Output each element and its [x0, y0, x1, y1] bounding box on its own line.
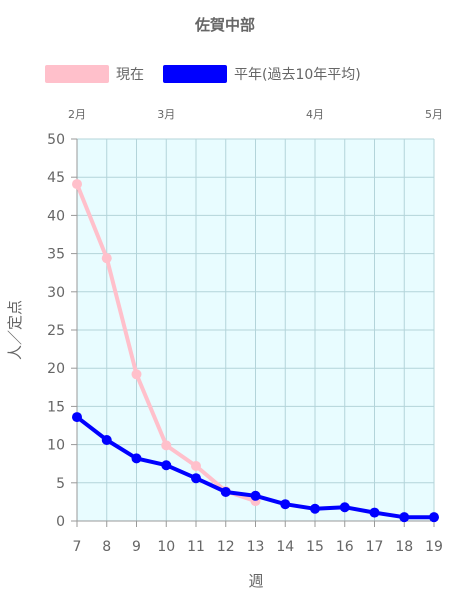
data-point-current-week-9[interactable]: [131, 369, 142, 380]
x-tick-label-18: 18: [395, 539, 413, 555]
y-tick-label-25: 25: [47, 323, 65, 339]
legend-swatch-current: [45, 65, 109, 83]
data-point-average-week-9[interactable]: [131, 453, 142, 464]
series-average: [72, 412, 439, 523]
x-tick-label-7: 7: [73, 539, 82, 555]
legend-label-average: 平年(過去10年平均): [234, 67, 361, 83]
data-point-average-week-8[interactable]: [101, 435, 112, 446]
y-tick-label-30: 30: [47, 285, 65, 301]
x-tick-label-13: 13: [247, 539, 265, 555]
data-point-average-week-16[interactable]: [339, 502, 350, 513]
y-axis: 0 5 10 15 20 25 30 35 40 45 50: [47, 132, 78, 530]
y-tick-label-5: 5: [56, 476, 65, 492]
y-tick-label-50: 50: [47, 132, 65, 148]
series-layer: [72, 179, 439, 523]
month-axis: 2月 3月 4月 5月: [68, 108, 443, 121]
x-tick-label-17: 17: [366, 539, 384, 555]
y-tick-label-35: 35: [47, 247, 65, 263]
y-axis-label: 人／定点: [6, 300, 24, 360]
legend-item-current[interactable]: 現在: [45, 65, 144, 83]
data-point-average-week-11[interactable]: [191, 473, 201, 484]
data-point-average-week-13[interactable]: [250, 490, 261, 501]
chart-title: 佐賀中部: [194, 16, 255, 34]
data-point-average-week-14[interactable]: [280, 499, 291, 510]
data-point-average-week-10[interactable]: [161, 460, 172, 471]
month-tick-label-3: 3月: [157, 108, 175, 121]
y-tick-label-45: 45: [47, 170, 65, 186]
x-tick-label-11: 11: [187, 539, 205, 555]
data-point-current-week-10[interactable]: [161, 440, 172, 451]
y-tick-label-15: 15: [47, 399, 65, 415]
legend-item-average[interactable]: 平年(過去10年平均): [163, 65, 361, 83]
month-tick-label-4: 4月: [306, 108, 324, 121]
month-tick-label-2: 2月: [68, 108, 86, 121]
x-tick-label-9: 9: [132, 539, 141, 555]
month-tick-label-5: 5月: [425, 108, 443, 121]
data-point-current-week-8[interactable]: [101, 253, 112, 264]
x-axis-label: 週: [248, 572, 263, 590]
x-tick-label-8: 8: [102, 539, 111, 555]
data-point-average-week-7[interactable]: [72, 412, 82, 423]
y-tick-label-10: 10: [47, 438, 65, 454]
data-point-average-week-18[interactable]: [399, 512, 410, 523]
data-point-current-week-11[interactable]: [191, 460, 201, 471]
legend: 現在 平年(過去10年平均): [45, 65, 361, 83]
data-point-average-week-19[interactable]: [429, 512, 439, 523]
y-tick-label-40: 40: [47, 208, 65, 224]
x-tick-label-10: 10: [157, 539, 175, 555]
data-point-average-week-17[interactable]: [369, 507, 380, 518]
grid-lines: [76, 138, 435, 522]
x-tick-label-14: 14: [276, 539, 294, 555]
x-tick-label-16: 16: [336, 539, 354, 555]
x-tick-label-15: 15: [306, 539, 324, 555]
x-tick-label-12: 12: [217, 539, 235, 555]
data-point-average-week-12[interactable]: [220, 486, 231, 497]
legend-label-current: 現在: [116, 67, 144, 83]
x-tick-label-19: 19: [425, 539, 443, 555]
legend-swatch-average: [163, 65, 227, 83]
data-point-average-week-15[interactable]: [310, 503, 320, 514]
x-axis: 7 8 9 10 11 12 13 14 15 16 17 18 19: [73, 520, 443, 555]
y-tick-label-0: 0: [56, 514, 65, 530]
data-point-current-week-7[interactable]: [72, 179, 82, 190]
y-tick-label-20: 20: [47, 361, 65, 377]
